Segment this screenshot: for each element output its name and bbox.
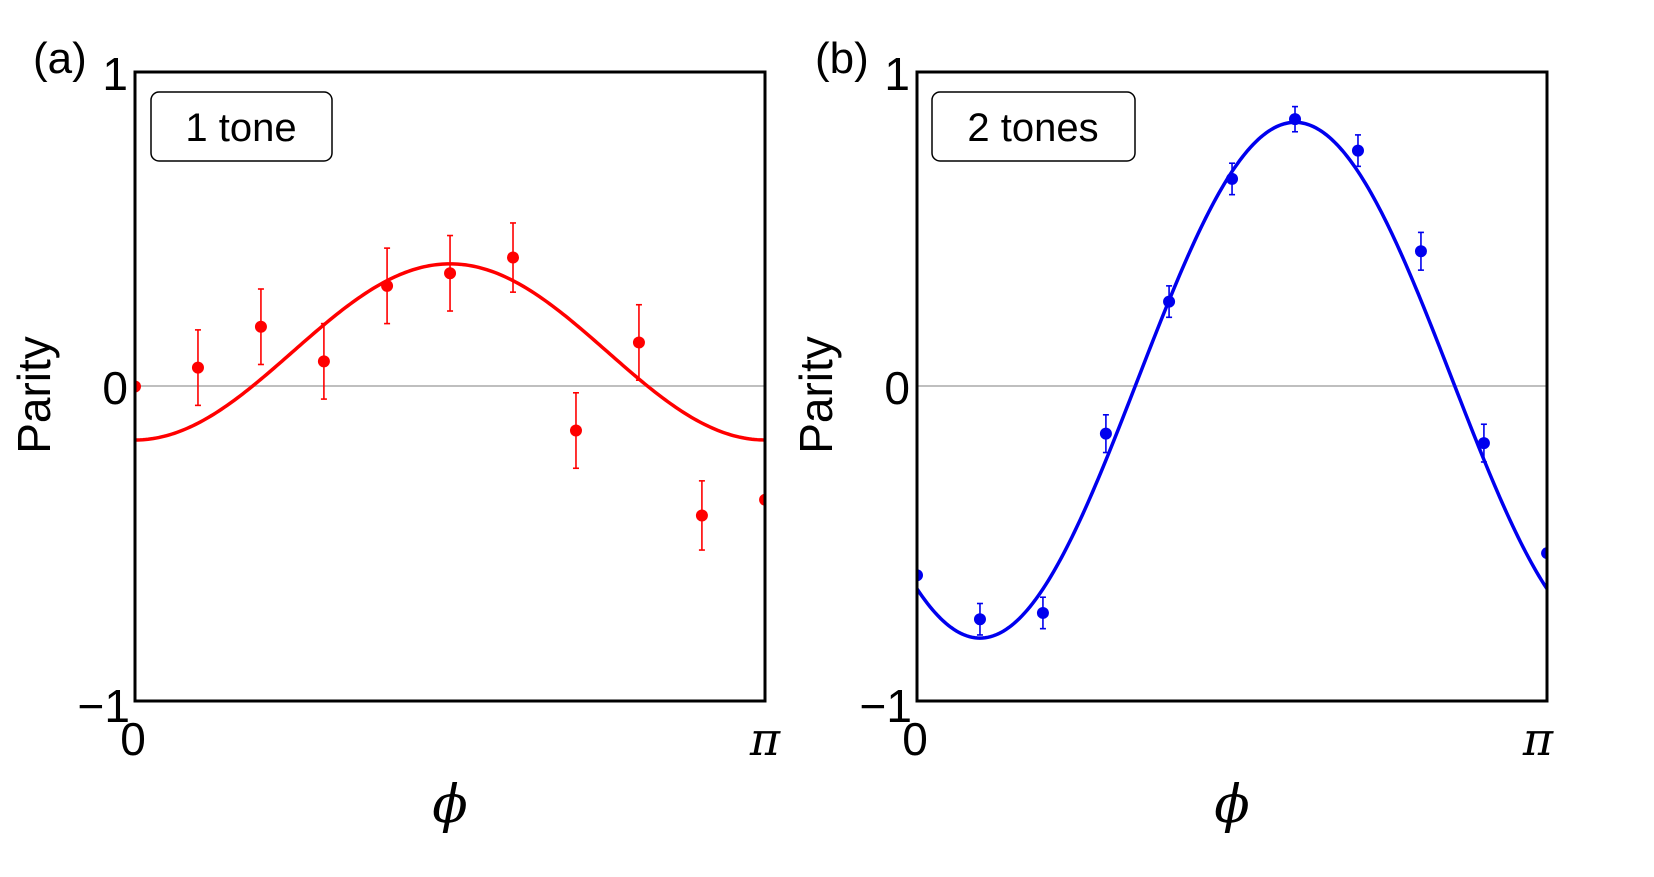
panel-a-data-point [317, 355, 330, 368]
panel-a-xtick-start: 0 [120, 713, 146, 765]
panel-b-ytick-top: 1 [884, 48, 910, 100]
panel-a-data-point [632, 336, 645, 349]
panel-a-annotation-box [150, 91, 333, 162]
panel-b: (b) 2 tones 1 0 −1 0 π Parity ϕ [790, 34, 1554, 835]
panel-a-data-point [381, 279, 394, 292]
panel-b-xlabel: ϕ [1214, 775, 1249, 835]
panel-a-annotation: 1 tone [185, 106, 296, 150]
panel-a-frame [133, 70, 767, 703]
panel-b-data-point [973, 613, 986, 626]
panel-b-marks [917, 105, 1547, 640]
panel-a-ylabel: Parity [8, 336, 60, 454]
panel-b-data-point [1163, 295, 1176, 308]
panel-a-data-point [507, 251, 520, 264]
panel-b-data-point [1036, 606, 1049, 619]
panel-b-ylabel: Parity [790, 336, 842, 454]
panel-a: (a) 1 tone 1 0 −1 0 π Parity ϕ [8, 34, 781, 835]
panel-a-marks [135, 222, 765, 551]
panel-a-data-point [191, 361, 204, 374]
panel-b-data-point [1289, 113, 1302, 126]
panel-a-data-point [695, 509, 708, 522]
panel-b-data-point [1414, 245, 1427, 258]
panel-a-data-point [444, 267, 457, 280]
panel-a-ytick-top: 1 [102, 48, 128, 100]
panel-b-xtick-end: π [1522, 712, 1554, 766]
panel-b-data-point [1477, 437, 1490, 450]
panel-a-plot-area [135, 222, 765, 551]
panel-b-label: (b) [815, 34, 869, 83]
panel-b-plot-area [917, 105, 1547, 640]
panel-a-ytick-mid: 0 [102, 362, 128, 414]
panel-b-annotation: 2 tones [967, 106, 1098, 150]
panel-b-data-point [1226, 172, 1239, 185]
panel-b-data-point [1351, 144, 1364, 157]
panel-b-data-point [1099, 427, 1112, 440]
panel-a-xtick-end: π [749, 712, 781, 766]
panel-a-xlabel: ϕ [432, 775, 467, 835]
panel-b-fit-curve [917, 120, 1547, 640]
panel-a-ytick-bottom: −1 [78, 680, 130, 732]
panel-b-ytick-bottom: −1 [860, 680, 912, 732]
panel-b-annotation-box [931, 91, 1136, 162]
panel-b-ytick-mid: 0 [884, 362, 910, 414]
panel-b-xtick-start: 0 [902, 713, 928, 765]
panel-a-data-point [254, 320, 267, 333]
panel-b-frame [915, 70, 1549, 703]
panel-a-data-point [569, 424, 582, 437]
panel-a-label: (a) [33, 34, 87, 83]
